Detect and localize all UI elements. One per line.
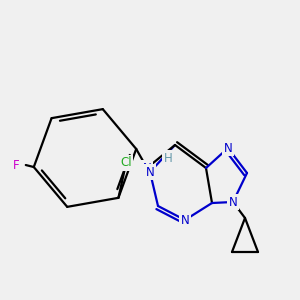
Text: F: F (13, 158, 19, 172)
Text: N: N (181, 214, 189, 226)
Text: N: N (229, 196, 237, 208)
Text: N: N (146, 166, 154, 178)
Text: H: H (164, 152, 172, 164)
Text: Cl: Cl (121, 156, 132, 169)
Text: N: N (224, 142, 232, 154)
Text: N: N (142, 161, 152, 175)
